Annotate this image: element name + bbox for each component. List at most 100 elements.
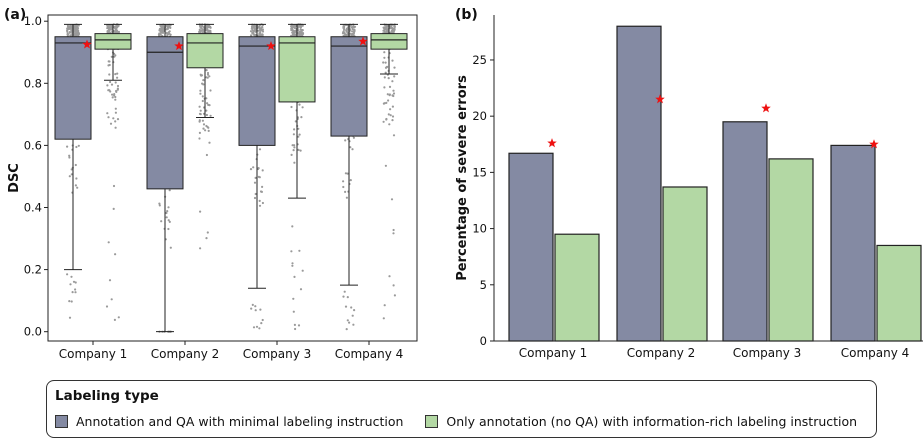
scatter-point — [107, 28, 110, 32]
scatter-point — [74, 184, 77, 187]
scatter-point — [206, 231, 209, 234]
scatter-point — [298, 249, 301, 252]
scatter-point — [254, 309, 257, 312]
scatter-point — [199, 89, 202, 92]
scatter-point — [116, 76, 119, 79]
scatter-point — [73, 34, 76, 37]
scatter-point — [70, 173, 73, 176]
scatter-point — [261, 318, 264, 322]
scatter-point — [68, 154, 71, 157]
scatter-point — [198, 131, 201, 134]
scatter-point — [208, 104, 211, 107]
scatter-point — [301, 24, 304, 27]
scatter-point — [297, 135, 300, 138]
scatter-point — [113, 26, 116, 29]
scatter-point — [384, 24, 387, 27]
scatter-point — [342, 180, 345, 183]
panel-b-xtick-label: Company 3 — [733, 346, 802, 360]
scatter-point — [165, 31, 168, 34]
scatter-point — [300, 116, 303, 119]
scatter-point — [291, 264, 294, 267]
scatter-point — [198, 137, 201, 140]
panel-a-xtick-label: Company 4 — [335, 347, 404, 361]
scatter-point — [390, 198, 394, 201]
scatter-point — [383, 29, 386, 32]
scatter-point — [345, 196, 348, 199]
scatter-point — [352, 25, 355, 28]
panel-b-x-axis: Company 1 Company 2 Company 3 Company 4 — [519, 346, 910, 360]
scatter-point — [254, 30, 257, 33]
scatter-point — [345, 328, 348, 331]
scatter-point — [352, 136, 355, 139]
scatter-point — [344, 190, 347, 193]
scatter-point — [111, 96, 114, 99]
scatter-point — [202, 127, 205, 130]
scatter-point — [382, 317, 385, 320]
scatter-point — [207, 29, 210, 32]
scatter-point — [392, 92, 396, 95]
scatter-point — [209, 89, 212, 92]
scatter-point — [201, 29, 204, 32]
scatter-point — [385, 27, 388, 30]
scatter-point — [291, 34, 294, 37]
scatter-point — [168, 30, 171, 33]
scatter-point — [344, 305, 348, 308]
scatter-point — [292, 297, 295, 300]
box-iqr — [278, 36, 316, 103]
box-iqr — [238, 36, 276, 146]
scatter-point — [261, 169, 264, 172]
scatter-point — [66, 33, 69, 36]
scatter-point — [166, 210, 169, 213]
scatter-point — [161, 31, 165, 34]
scatter-point — [116, 87, 119, 90]
panel-b-xtick-label: Company 1 — [519, 346, 588, 360]
scatter-point — [259, 308, 262, 311]
scatter-point — [343, 290, 346, 293]
mean-star — [358, 36, 368, 46]
scatter-point — [392, 89, 395, 92]
scatter-point — [114, 253, 117, 256]
scatter-point — [260, 322, 263, 325]
scatter-point — [75, 30, 78, 34]
panel-b-ytick-label: 5 — [480, 278, 487, 292]
panel-a-label: (a) — [4, 7, 26, 23]
scatter-point — [250, 34, 253, 37]
scatter-point — [261, 201, 264, 205]
scatter-point — [387, 99, 390, 102]
scatter-point — [205, 76, 208, 79]
panel-a-y-axis-label: DSC — [7, 163, 22, 193]
scatter-point — [251, 303, 254, 306]
severe-error-star — [547, 138, 557, 148]
scatter-point — [254, 192, 257, 196]
scatter-point — [158, 202, 161, 205]
scatter-point — [349, 179, 352, 182]
scatter-point — [116, 84, 120, 88]
severe-error-star — [655, 94, 665, 104]
panel-b-ytick-label: 0 — [480, 334, 487, 348]
bar-annotation-qa — [616, 25, 662, 342]
scatter-point — [300, 29, 303, 32]
scatter-point — [383, 86, 386, 89]
legend-title: Labeling type — [55, 388, 159, 404]
scatter-point — [207, 129, 210, 132]
scatter-point — [206, 71, 210, 75]
scatter-point — [75, 177, 78, 180]
scatter-point — [290, 250, 293, 253]
scatter-point — [383, 304, 386, 307]
scatter-point — [298, 133, 301, 136]
mean-star — [266, 41, 276, 51]
panel-a-xtick-label: Company 2 — [151, 347, 220, 361]
scatter-point — [343, 26, 346, 29]
scatter-point — [385, 101, 388, 104]
bar-annotation-only — [768, 158, 814, 342]
scatter-point — [206, 102, 209, 105]
bar-annotation-qa — [830, 144, 876, 342]
scatter-point — [68, 175, 71, 178]
scatter-point — [261, 185, 264, 188]
scatter-point — [115, 26, 118, 29]
scatter-point — [198, 31, 201, 34]
scatter-point — [290, 28, 293, 32]
scatter-point — [68, 156, 71, 159]
panel-a-xtick-label: Company 3 — [243, 347, 312, 361]
scatter-point — [168, 189, 171, 192]
